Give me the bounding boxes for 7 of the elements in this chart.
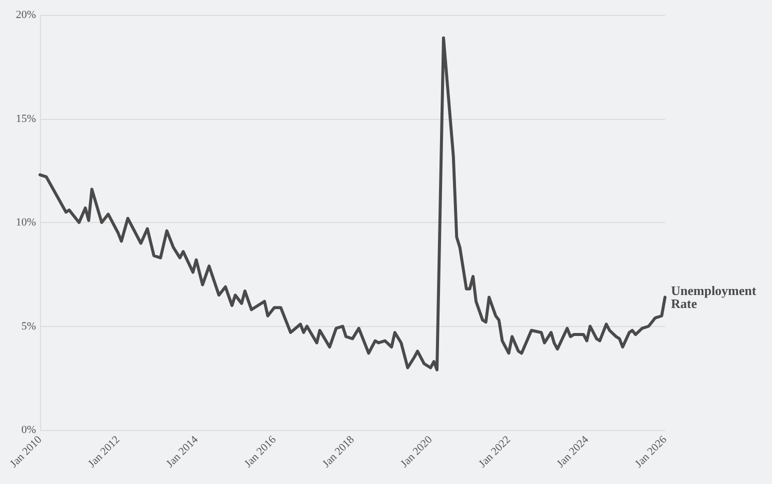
y-tick-label: 20% xyxy=(16,9,36,21)
y-tick-label: 5% xyxy=(21,320,36,332)
series-label: Unemployment Rate xyxy=(671,283,760,312)
line-series xyxy=(38,36,666,372)
y-tick-label: 0% xyxy=(21,424,36,436)
y-tick-label: 15% xyxy=(16,112,36,125)
y-tick-label: 10% xyxy=(16,216,36,228)
